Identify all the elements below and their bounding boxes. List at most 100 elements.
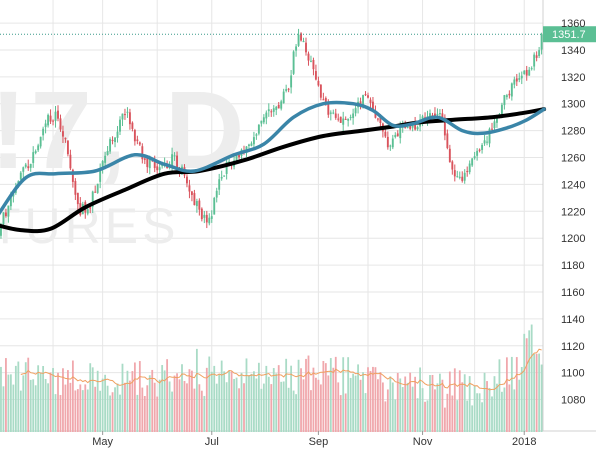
candle-body	[287, 88, 290, 90]
candle-body	[349, 116, 352, 118]
volume-bar	[486, 381, 488, 432]
volume-bar	[290, 365, 293, 432]
volume-bar	[334, 356, 337, 432]
volume-bar	[381, 382, 384, 432]
candle-body	[255, 134, 258, 136]
candle-body	[339, 116, 342, 123]
candle-body	[510, 83, 513, 97]
x-tick-label: May	[92, 436, 113, 448]
volume-bar	[27, 357, 30, 432]
volume-bar	[476, 393, 479, 432]
volume-bar	[305, 358, 307, 432]
candle-body	[513, 79, 516, 85]
volume-bar	[496, 383, 498, 432]
last-price-badge	[543, 26, 596, 43]
volume-bar	[357, 364, 359, 432]
candle-body	[406, 126, 409, 128]
candle-body	[203, 214, 206, 218]
volume-bar	[106, 385, 109, 432]
candle-body	[69, 154, 72, 169]
candle-body	[384, 131, 387, 137]
candle-body	[190, 191, 193, 195]
volume-bar	[317, 379, 320, 432]
candle-body	[342, 118, 345, 125]
candle-body	[114, 137, 116, 143]
volume-bar	[369, 370, 372, 432]
volume-bar	[12, 384, 15, 432]
y-tick-label: 1280	[561, 126, 585, 138]
candle-body	[76, 192, 79, 205]
volume-bar	[319, 384, 322, 432]
volume-bar	[81, 390, 84, 432]
candle-body	[540, 34, 543, 50]
candle-body	[37, 145, 40, 151]
volume-bar	[14, 365, 17, 432]
watermark: !7, D TURES	[0, 69, 244, 254]
volume-bar	[391, 382, 394, 432]
volume-bar	[362, 372, 364, 432]
candle-body	[312, 59, 315, 70]
volume-bar	[260, 388, 263, 432]
candle-body	[176, 155, 178, 168]
candle-body	[109, 139, 112, 152]
volume-bar	[332, 367, 335, 432]
candle-body	[7, 205, 10, 217]
candle-body	[332, 112, 335, 114]
candle-body	[389, 145, 392, 147]
candle-body	[148, 159, 151, 169]
volume-bar	[86, 389, 89, 432]
volume-bar	[535, 353, 538, 432]
candle-body	[538, 50, 541, 56]
candle-body	[248, 144, 250, 146]
volume-bar	[5, 358, 7, 432]
volume-bar	[121, 363, 124, 432]
candle-body	[106, 150, 109, 155]
candle-body	[143, 158, 146, 160]
candle-body	[500, 104, 503, 116]
volume-bar	[67, 370, 69, 432]
candle-body	[483, 140, 486, 144]
candle-body	[225, 162, 228, 174]
volume-bar	[374, 367, 377, 432]
volume-bar	[310, 390, 312, 432]
candle-body	[126, 111, 129, 113]
candle-body	[282, 91, 285, 104]
candle-body	[520, 75, 523, 79]
volume-bar	[171, 391, 173, 432]
candle-body	[104, 155, 107, 163]
volume-bar	[52, 368, 54, 432]
volume-bar	[292, 390, 295, 432]
volume-bar	[22, 375, 25, 432]
candle-body	[451, 161, 454, 170]
volume-bar	[193, 388, 196, 432]
candle-body	[128, 112, 131, 125]
candle-body	[238, 154, 240, 158]
volume-bar	[468, 376, 471, 432]
x-axis: May Jul Sep Nov 2018	[92, 431, 536, 448]
volume-bar	[327, 375, 330, 432]
candle-body	[131, 122, 134, 129]
candle-body	[193, 193, 196, 206]
candle-body	[200, 208, 203, 220]
ma-short-line	[0, 100, 546, 216]
volume-bar	[181, 364, 183, 432]
candle-body	[488, 128, 491, 144]
candle-body	[215, 190, 218, 198]
volume-bar	[131, 371, 134, 432]
y-tick-label: 1260	[561, 153, 585, 165]
volume-bar	[94, 386, 97, 432]
volume-bar	[523, 333, 526, 432]
volume-bar	[64, 384, 67, 432]
candle-body	[99, 169, 102, 182]
volume-bar	[446, 393, 449, 432]
candle-body	[54, 111, 57, 121]
volume-bar	[243, 383, 245, 432]
candle-body	[322, 99, 325, 101]
candle-body	[141, 146, 144, 160]
candle-body	[379, 117, 382, 124]
volume-bar	[17, 361, 20, 432]
volume-bar	[198, 384, 201, 432]
volume-bar	[287, 387, 290, 432]
